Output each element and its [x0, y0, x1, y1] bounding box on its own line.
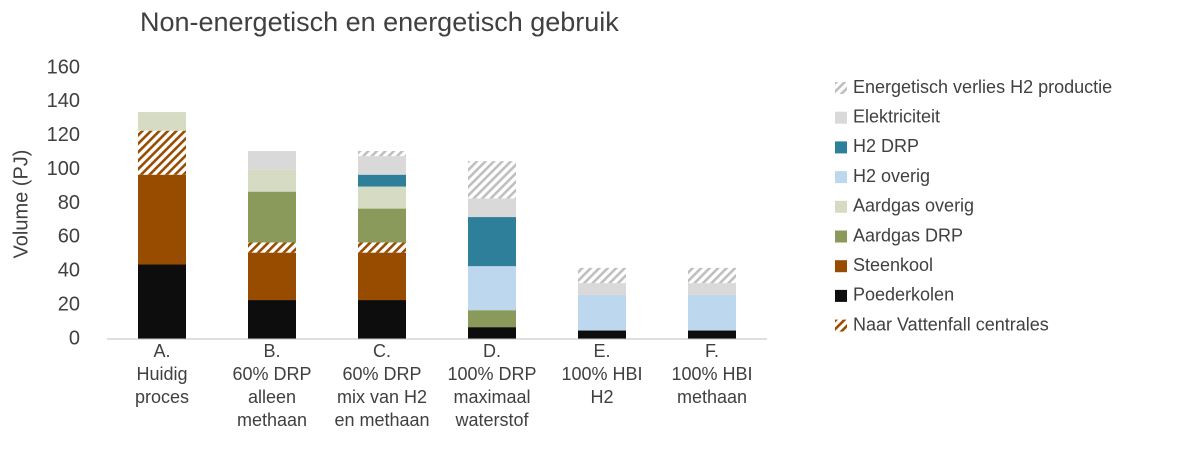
legend-label: H2 DRP — [853, 136, 919, 156]
bar-segment — [358, 150, 406, 157]
legend-label: H2 overig — [853, 166, 930, 186]
legend-label: Energetisch verlies H2 productie — [853, 77, 1112, 97]
x-tick-label: waterstof — [454, 410, 529, 430]
bar-segment — [138, 264, 186, 339]
bar-segment — [688, 294, 736, 331]
x-tick-label: D. — [483, 341, 501, 361]
legend-label: Steenkool — [853, 255, 933, 275]
bar-segment — [468, 217, 516, 267]
x-tick-label: 100% HBI — [671, 364, 752, 384]
y-tick-label: 100 — [47, 158, 80, 180]
bar-segment — [578, 294, 626, 331]
y-tick-label: 20 — [58, 293, 80, 315]
bar-segment — [688, 283, 736, 295]
y-tick-label: 40 — [58, 260, 80, 282]
bar-segment — [578, 283, 626, 295]
bar-segment — [358, 156, 406, 175]
legend-label: Aardgas DRP — [853, 225, 963, 245]
bar-segment — [468, 161, 516, 199]
bar-segment — [358, 208, 406, 243]
bar-segment — [468, 266, 516, 311]
legend-swatch — [835, 230, 847, 243]
bar-segment — [248, 191, 296, 243]
bar-segment — [248, 150, 296, 170]
legend-swatch — [835, 82, 847, 94]
x-tick-label: 60% DRP — [232, 364, 311, 384]
x-tick-label: C. — [373, 341, 391, 361]
legend-swatch — [835, 319, 847, 332]
bar-segment — [468, 327, 516, 339]
x-tick-label: alleen — [248, 387, 296, 407]
legend-swatch — [835, 260, 847, 273]
bar-segment — [468, 198, 516, 218]
bar-segment — [248, 169, 296, 192]
y-tick-label: 120 — [47, 124, 80, 146]
bar-segment — [248, 242, 296, 253]
legend-label: Naar Vattenfall centrales — [853, 314, 1049, 334]
bar-segment — [578, 330, 626, 339]
x-tick-label: 60% DRP — [342, 364, 421, 384]
x-tick-label: mix van H2 — [337, 387, 427, 407]
x-tick-label: E. — [593, 341, 610, 361]
chart-title: Non-energetisch en energetisch gebruik — [140, 7, 619, 37]
y-tick-label: 0 — [69, 327, 80, 349]
legend-swatch — [835, 111, 847, 124]
x-tick-label: en methaan — [334, 410, 429, 430]
bar-segment — [468, 310, 516, 328]
legend-label: Elektriciteit — [853, 106, 940, 126]
x-tick-label: 100% HBI — [561, 364, 642, 384]
y-tick-label: 60 — [58, 226, 80, 248]
legend-label: Poederkolen — [853, 285, 954, 305]
bar-segment — [138, 112, 186, 131]
bar-segment — [358, 242, 406, 253]
y-axis-label: Volume (PJ) — [10, 150, 32, 259]
legend-swatch — [835, 171, 847, 184]
bar-segment — [248, 252, 296, 301]
legend-swatch — [835, 289, 847, 302]
legend-swatch — [835, 200, 847, 213]
bar-segment — [578, 267, 626, 284]
legend-swatch — [835, 141, 847, 154]
x-tick-label: H2 — [590, 387, 613, 407]
x-tick-label: methaan — [677, 387, 747, 407]
x-tick-label: maximaal — [453, 387, 530, 407]
bar-segment — [688, 267, 736, 284]
x-tick-label: Huidig — [136, 364, 187, 384]
x-tick-label: 100% DRP — [447, 364, 536, 384]
bar-segment — [248, 300, 296, 339]
bar-segment — [358, 174, 406, 187]
bar-segment — [358, 300, 406, 339]
legend-label: Aardgas overig — [853, 196, 974, 216]
bar-segment — [688, 330, 736, 339]
y-tick-label: 160 — [47, 56, 80, 78]
x-tick-label: A. — [153, 341, 170, 361]
x-tick-label: B. — [263, 341, 280, 361]
x-tick-label: F. — [705, 341, 719, 361]
bar-segment — [138, 130, 186, 175]
x-tick-label: proces — [135, 387, 189, 407]
bar-segment — [358, 252, 406, 301]
x-tick-label: methaan — [237, 410, 307, 430]
bar-segment — [358, 186, 406, 209]
bar-segment — [138, 174, 186, 265]
y-tick-label: 140 — [47, 90, 80, 112]
y-tick-label: 80 — [58, 192, 80, 214]
